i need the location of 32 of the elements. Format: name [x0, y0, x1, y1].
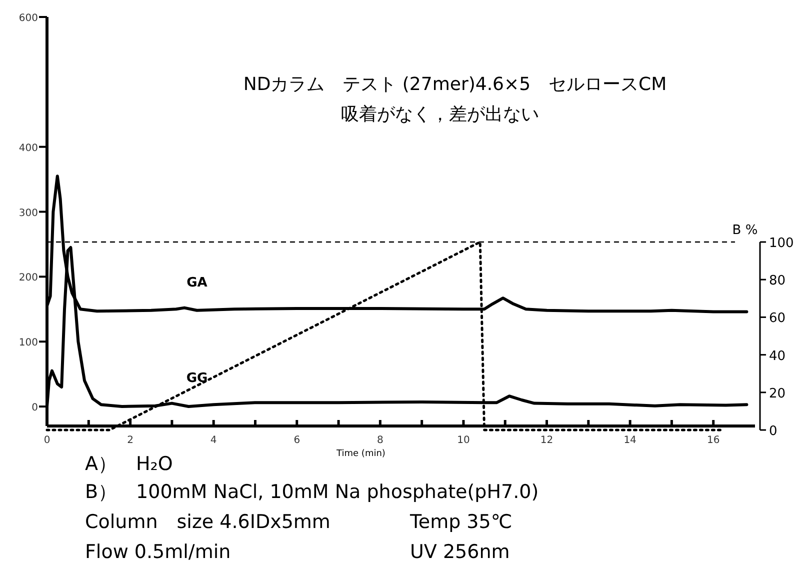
text: A） H₂O [85, 453, 173, 475]
y2-tick-label: 40 [769, 348, 786, 364]
y-tick-label: 600 [18, 13, 38, 24]
x-tick-label: 12 [540, 435, 554, 446]
series-label: GG [186, 370, 208, 386]
y-tick-label: 0 [32, 402, 38, 414]
x-tick-label: 14 [624, 435, 636, 446]
x-tick-label: 10 [457, 435, 470, 446]
x-tick-label: 6 [294, 435, 300, 446]
text: 吸着がなく，差が出ない [341, 104, 539, 125]
text: NDカラム テスト (27mer)4.6×5 セルロースCM [243, 74, 667, 95]
x-tick-label: 4 [210, 435, 217, 446]
y2-tick-label: 100 [769, 236, 794, 251]
text: Column size 4.6IDx5mm [85, 511, 330, 533]
text: Temp 35℃ [409, 511, 512, 533]
series-label: GA [186, 275, 208, 290]
y-tick-label: 100 [18, 338, 38, 349]
y-tick-label: 200 [18, 272, 38, 284]
y-tick-label: 400 [18, 142, 38, 154]
y-tick-label: 300 [18, 208, 38, 219]
x-axis-title: Time (min) [336, 449, 386, 459]
y2-tick-label: 60 [769, 311, 786, 326]
x-tick-label: 8 [376, 435, 384, 446]
y2-tick-label: 80 [769, 274, 786, 289]
text: Flow 0.5ml/min [85, 541, 231, 563]
text: B） 100mM NaCl, 10mM Na phosphate(pH7.0) [85, 481, 539, 503]
x-tick-label: 16 [706, 435, 720, 446]
x-tick-label: 0 [44, 435, 50, 446]
y2-axis-title: B % [732, 223, 758, 238]
text: UV 256nm [410, 541, 510, 563]
y2-tick-label: 20 [769, 386, 786, 402]
x-tick-label: 2 [127, 435, 134, 446]
